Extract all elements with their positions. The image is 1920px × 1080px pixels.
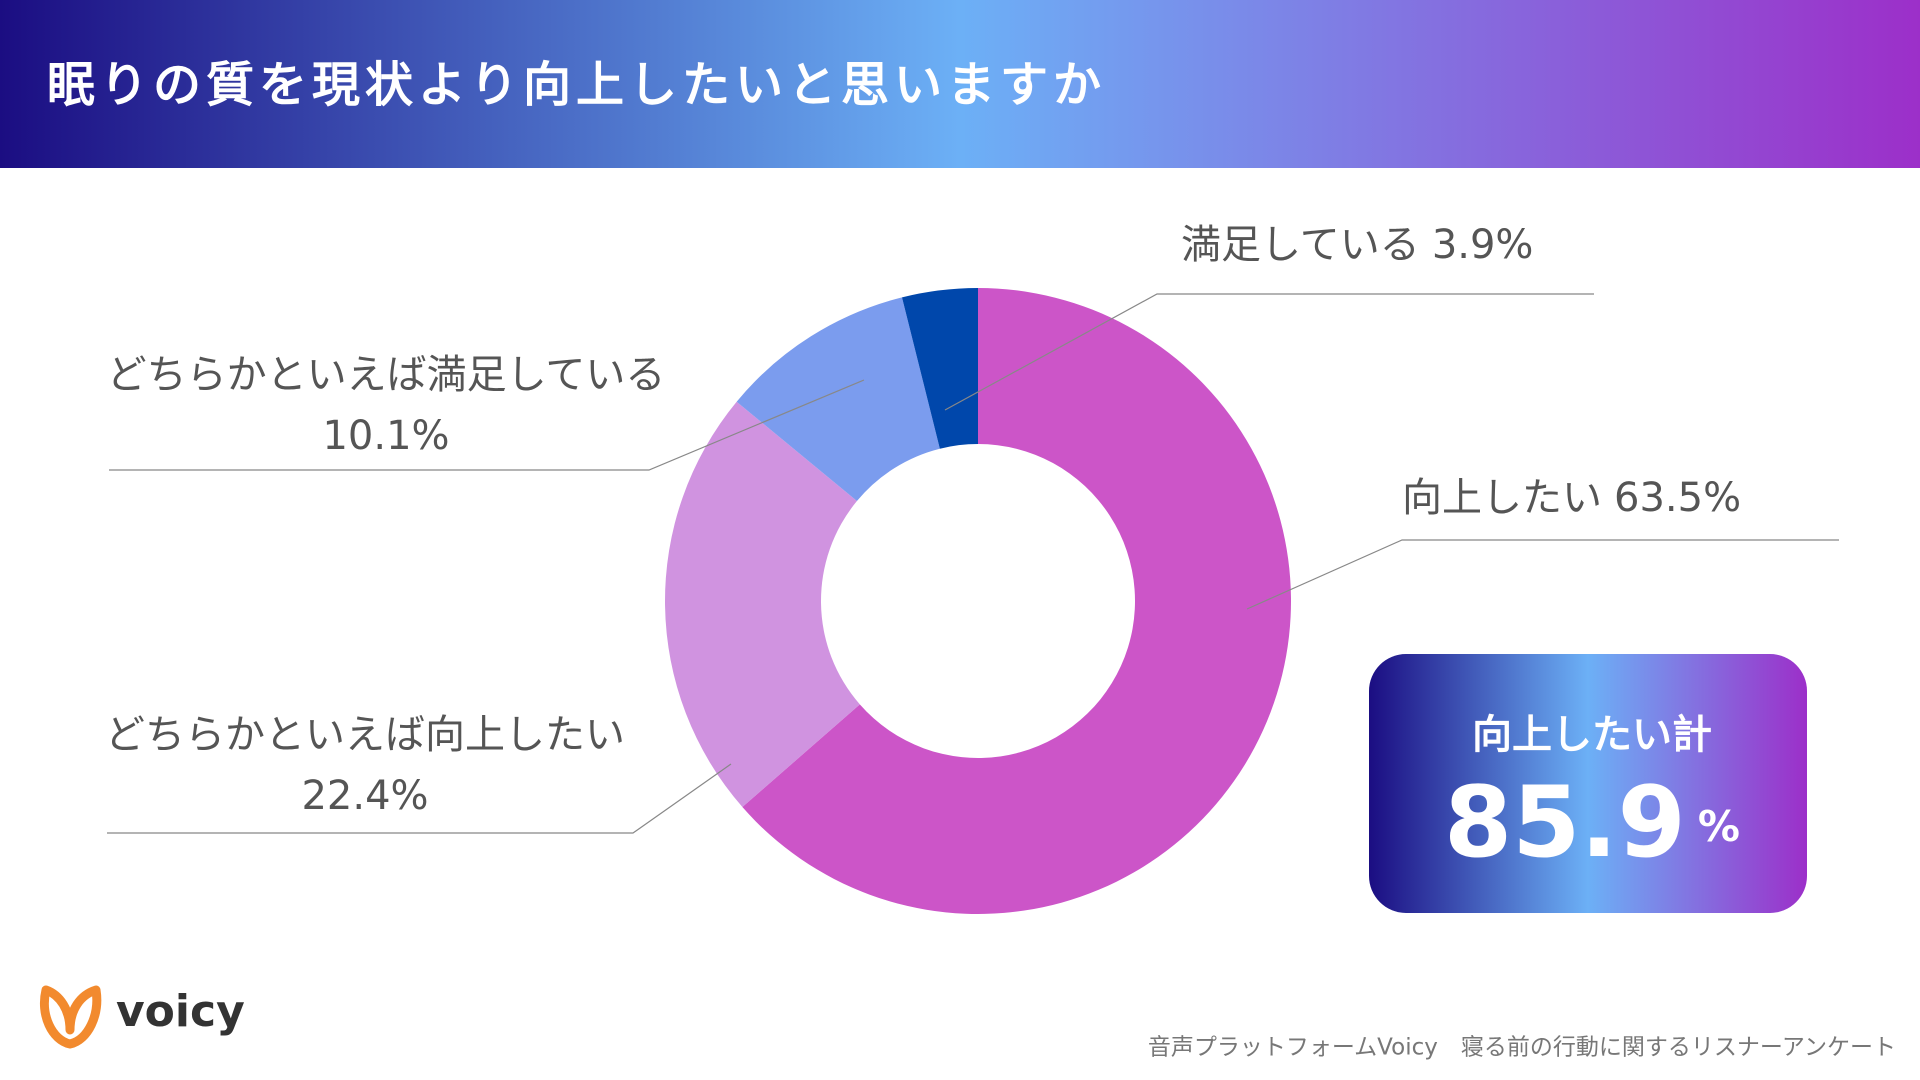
category-label: 向上したい [1402, 475, 1602, 521]
value-label: 3.9% [1432, 222, 1534, 268]
segment-label: どちらかといえば向上したい [105, 712, 625, 758]
segment-label: どちらかといえば満足している [107, 352, 666, 398]
donut-segment [665, 401, 860, 808]
segment-label: 向上したい 63.5% [1402, 475, 1741, 521]
donut-segment [742, 288, 1291, 914]
logo-mark [40, 985, 102, 1049]
chart-title: 眠りの質を現状より向上したいと思いますか [47, 57, 1106, 113]
logo: voicy [40, 985, 245, 1049]
value-label: 63.5% [1614, 475, 1741, 521]
callout-label: 向上したい計 [1472, 712, 1712, 758]
leader-line [107, 763, 732, 834]
callout-value: 85.9 [1444, 766, 1686, 880]
donut-segment [736, 297, 940, 502]
callout-box [1369, 654, 1807, 913]
brand-name: voicy [116, 986, 245, 1037]
category-label: 満足している [1181, 222, 1420, 268]
donut-segment [901, 288, 978, 449]
leader-line [944, 293, 1594, 411]
callout-unit: % [1698, 802, 1740, 851]
callout-value-group: 85.9% [1444, 766, 1740, 880]
category-label: どちらかといえば向上したい [105, 712, 625, 758]
header-band [0, 0, 1920, 168]
source-note: 音声プラットフォームVoicy 寝る前の行動に関するリスナーアンケート [1148, 1035, 1896, 1061]
leader-line [109, 379, 865, 471]
value-label: 10.1% [322, 413, 449, 459]
category-label: どちらかといえば満足している [107, 352, 666, 398]
leader-line [1246, 539, 1839, 610]
segment-label: 満足している 3.9% [1181, 222, 1533, 268]
value-label: 22.4% [301, 773, 428, 819]
